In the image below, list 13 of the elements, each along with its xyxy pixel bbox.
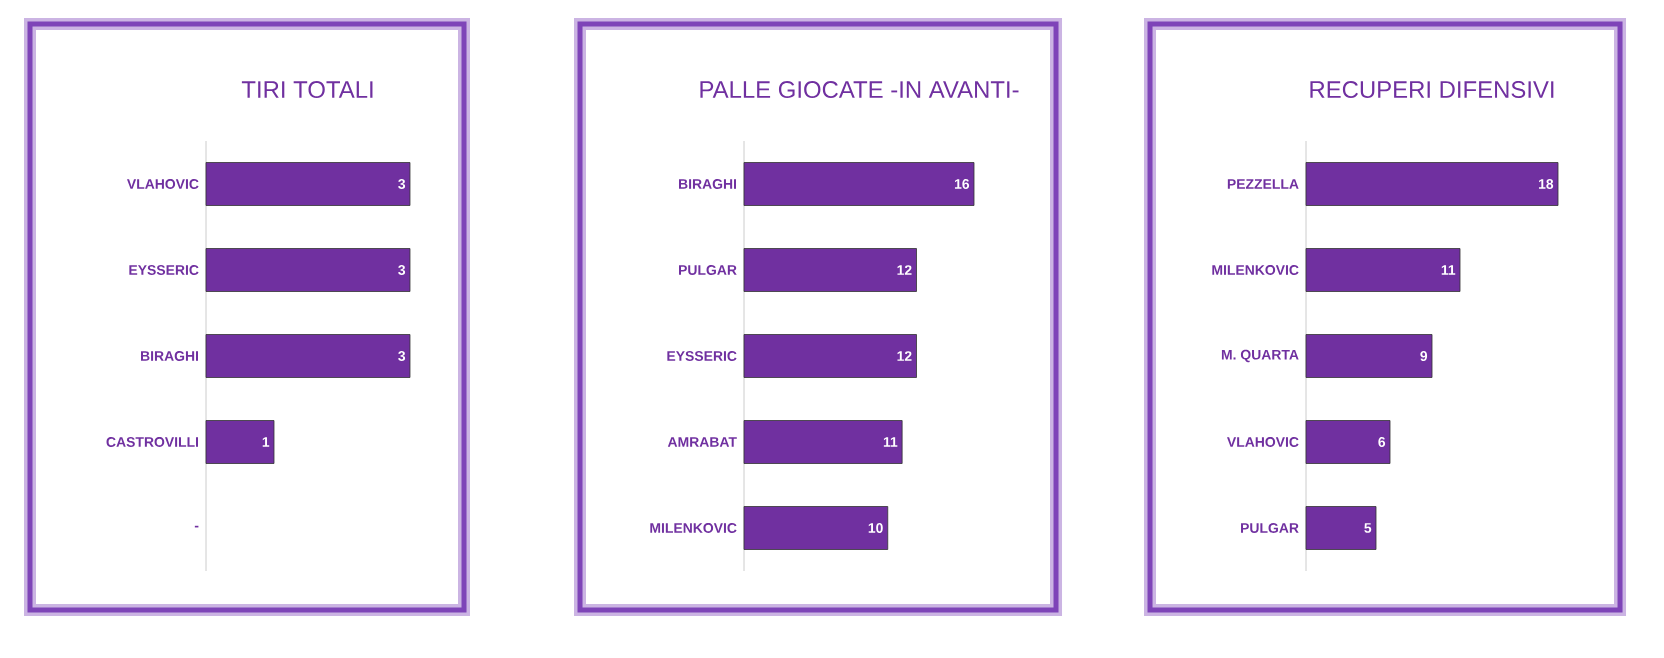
bar	[743, 248, 917, 292]
bar	[743, 334, 917, 378]
chart-title: PALLE GIOCATE -IN AVANTI-	[700, 81, 1019, 98]
chart-title: RECUPERI DIFENSIVI	[1310, 81, 1554, 98]
bar	[743, 506, 889, 550]
bar	[743, 162, 975, 206]
chart-title: TIRI TOTALI	[241, 81, 373, 98]
bar	[1305, 334, 1433, 378]
bar	[1305, 248, 1461, 292]
bar	[1305, 420, 1391, 464]
bar	[743, 420, 903, 464]
bar	[1305, 162, 1559, 206]
bar	[1305, 506, 1377, 550]
